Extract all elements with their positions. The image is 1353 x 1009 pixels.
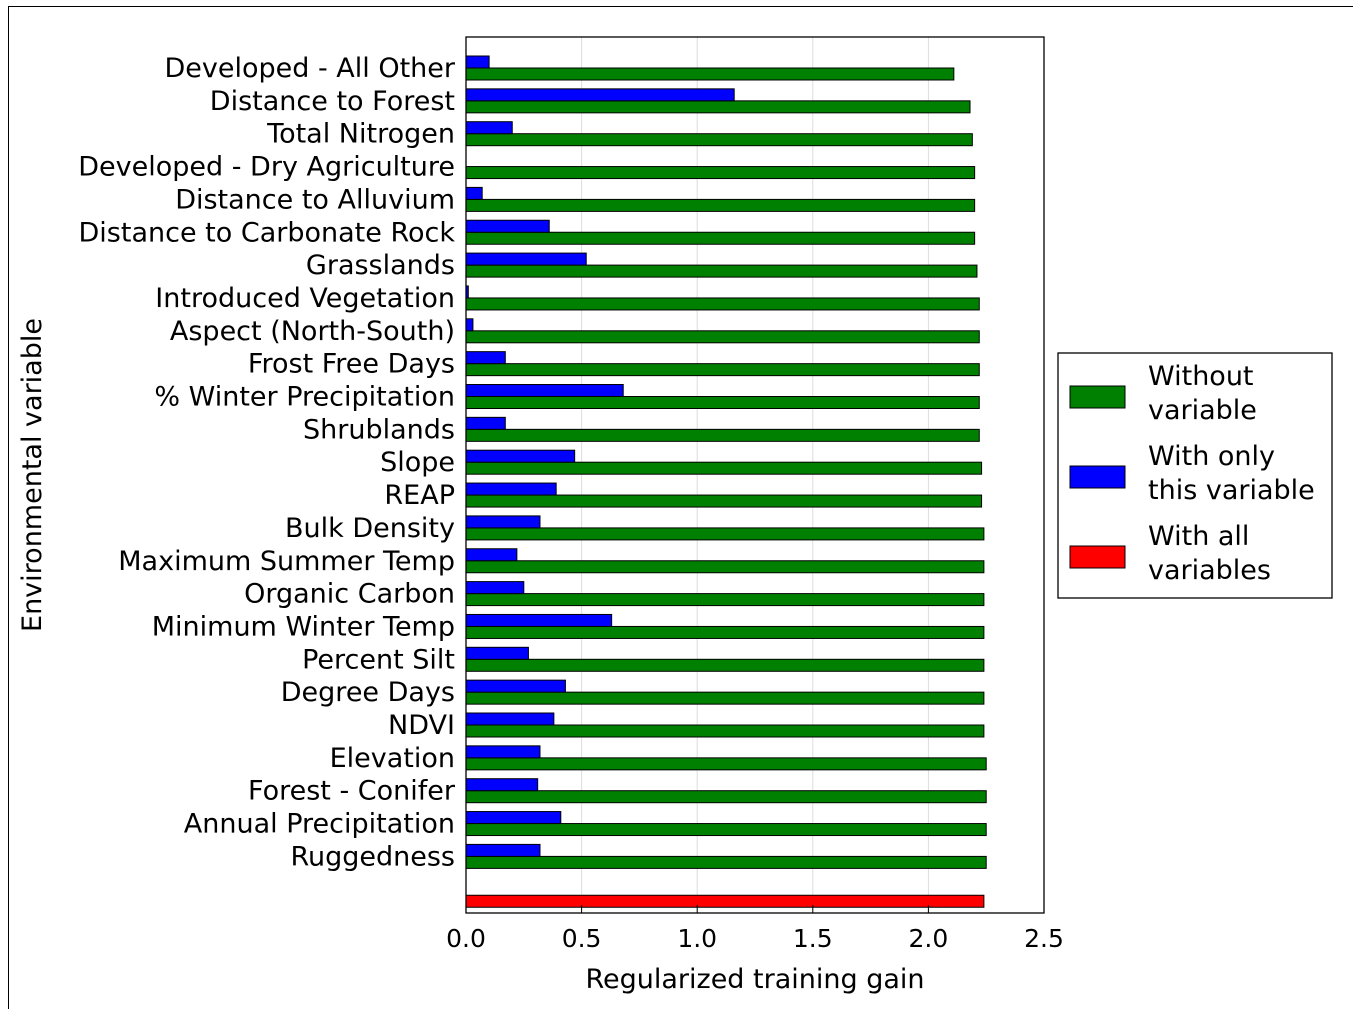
y-tick-label: Minimum Winter Temp [152,611,455,642]
bar-with-only-this-variable [465,778,539,792]
bar-with-only-this-variable [465,482,557,496]
bar-with-only-this-variable [465,548,518,562]
bar-with-only-this-variable [465,121,513,135]
y-tick-label: Shrublands [303,414,455,445]
bar-with-only-this-variable [465,318,474,332]
y-tick-label: Developed - Dry Agriculture [78,152,455,183]
bar-with-only-this-variable [465,646,529,660]
y-tick-label: NDVI [388,710,455,741]
bar-without-variable [465,330,980,344]
bar-without-variable [465,231,976,245]
bar-without-variable [465,396,980,409]
bar-without-variable [465,691,985,705]
bar-without-variable [465,790,987,804]
y-tick-label: Slope [380,447,455,478]
bar-without-variable [465,428,980,442]
bar-without-variable [465,593,985,607]
y-tick-label: Ruggedness [290,841,455,872]
legend-swatch [1069,465,1126,489]
legend-swatch [1069,385,1126,409]
bar-without-variable [465,100,971,114]
bar-with-only-this-variable [465,679,566,693]
y-tick-label: Developed - All Other [164,53,455,84]
y-tick-label: Forest - Conifer [248,776,456,807]
y-tick-label: Introduced Vegetation [155,283,455,314]
y-tick-label: Percent Silt [302,644,455,675]
bar-with-only-this-variable [465,351,506,365]
bar-with-only-this-variable [465,55,490,69]
y-tick-label: Aspect (North-South) [170,316,455,347]
legend-label: Without [1148,361,1254,392]
y-tick-label: Elevation [330,743,455,774]
bar-with-only-this-variable [465,449,576,463]
bar-without-variable [465,527,985,541]
y-tick-label: Distance to Alluvium [175,184,455,215]
bar-without-variable [465,461,983,475]
figure-frame [8,6,1353,1009]
bar-with-only-this-variable [465,88,735,102]
bar-without-variable [465,264,978,278]
bar-without-variable [465,67,955,81]
y-tick-label: Distance to Carbonate Rock [79,217,456,248]
bar-with-only-this-variable [465,252,587,266]
legend-label: variable [1148,395,1257,426]
bar-with-only-this-variable [465,613,613,627]
y-tick-label: Degree Days [281,677,455,708]
plot-area [465,36,1045,914]
y-tick-label: Grasslands [306,250,455,281]
bar-without-variable [465,494,983,508]
legend-label: variables [1148,555,1271,586]
y-tick-label: Distance to Forest [210,86,455,117]
x-tick-label: 1.0 [677,924,717,953]
bar-with-only-this-variable [465,219,550,233]
bars [465,55,987,908]
legend-label: this variable [1148,475,1315,506]
bar-without-variable [465,625,985,639]
bar-without-variable [465,133,973,147]
legend-label: With only [1148,441,1275,472]
bar-with-only-this-variable [465,811,562,825]
bar-with-only-this-variable [465,745,541,759]
y-axis-label: Environmental variable [17,318,48,632]
bar-with-only-this-variable [465,581,525,595]
bar-with-all-variables [465,894,985,908]
x-tick-label: 2.5 [1024,924,1064,953]
bar-with-only-this-variable [465,712,555,726]
bar-without-variable [465,724,985,738]
x-tick-labels: 0.0 0.5 1.0 1.5 2.0 2.5 [446,905,1064,953]
bar-without-variable [465,166,976,180]
bar-with-only-this-variable [465,843,541,857]
bar-without-variable [465,823,987,837]
x-axis-label: Regularized training gain [585,964,924,995]
bar-with-only-this-variable [465,186,483,200]
x-tick-label: 0.0 [446,924,486,953]
bar-with-only-this-variable [465,384,624,397]
bar-without-variable [465,363,980,377]
y-tick-label: % Winter Precipitation [154,382,455,413]
bar-without-variable [465,198,976,212]
y-tick-label: REAP [384,480,455,511]
legend-swatch [1069,545,1126,569]
bar-without-variable [465,297,980,311]
bar-without-variable [465,855,987,869]
y-tick-label: Bulk Density [285,513,455,544]
y-tick-label: Total Nitrogen [266,119,455,150]
legend-label: With all [1148,521,1249,552]
bar-with-only-this-variable [465,515,541,529]
y-tick-label: Annual Precipitation [184,809,455,840]
x-tick-label: 0.5 [562,924,602,953]
y-tick-label: Organic Carbon [244,579,455,610]
y-tick-label: Maximum Summer Temp [118,546,455,577]
bar-without-variable [465,560,985,574]
x-tick-label: 2.0 [909,924,949,953]
bar-with-only-this-variable [465,416,506,430]
x-tick-label: 1.5 [793,924,833,953]
y-tick-label: Frost Free Days [248,349,455,380]
bar-without-variable [465,658,985,672]
bar-without-variable [465,757,987,771]
